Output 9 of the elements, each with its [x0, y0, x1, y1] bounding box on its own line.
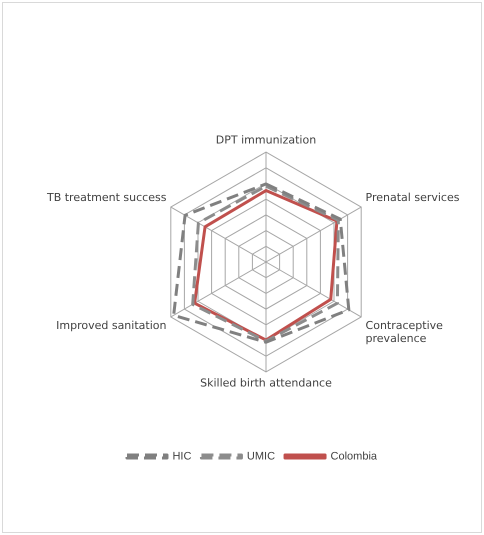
spoke-label: DPT immunization: [216, 133, 316, 146]
legend-label: Colombia: [330, 450, 378, 463]
legend-label: UMIC: [246, 450, 276, 463]
spoke-label: Prenatal services: [366, 190, 460, 204]
spoke-label: Skilled birth attendance: [200, 376, 332, 390]
spoke-label: Contraceptive prevalence: [366, 318, 444, 346]
spoke-label: Improved sanitation: [56, 318, 166, 332]
spoke-label: TB treatment success: [46, 190, 167, 204]
legend-label: HIC: [172, 450, 192, 463]
